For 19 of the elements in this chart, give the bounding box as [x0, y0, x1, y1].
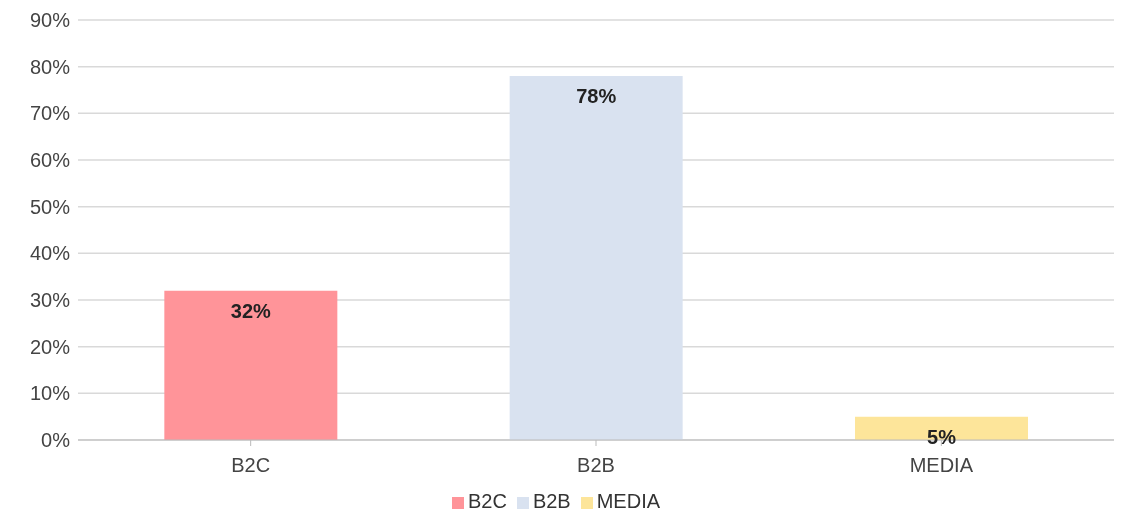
- legend-label: MEDIA: [596, 490, 661, 512]
- y-tick-label: 90%: [29, 9, 71, 32]
- y-tick-label: 20%: [29, 335, 71, 358]
- legend-label: B2C: [467, 490, 507, 512]
- legend-label: B2B: [532, 490, 571, 512]
- x-tick-label: B2C: [231, 454, 271, 477]
- y-tick-label: 50%: [29, 195, 71, 218]
- y-tick-label: 10%: [29, 382, 71, 405]
- y-tick-label: 70%: [29, 102, 71, 125]
- y-tick-label: 30%: [29, 289, 71, 312]
- data-label: 5%: [927, 425, 957, 448]
- y-tick-label: 80%: [29, 55, 71, 78]
- y-tick-label: 60%: [29, 149, 71, 172]
- y-tick-label: 40%: [29, 242, 71, 265]
- x-tick-label: B2B: [577, 454, 615, 477]
- data-label: 78%: [576, 85, 617, 108]
- data-label: 32%: [230, 299, 272, 322]
- y-tick-label: 0%: [41, 429, 71, 452]
- x-tick-label: MEDIA: [909, 454, 974, 477]
